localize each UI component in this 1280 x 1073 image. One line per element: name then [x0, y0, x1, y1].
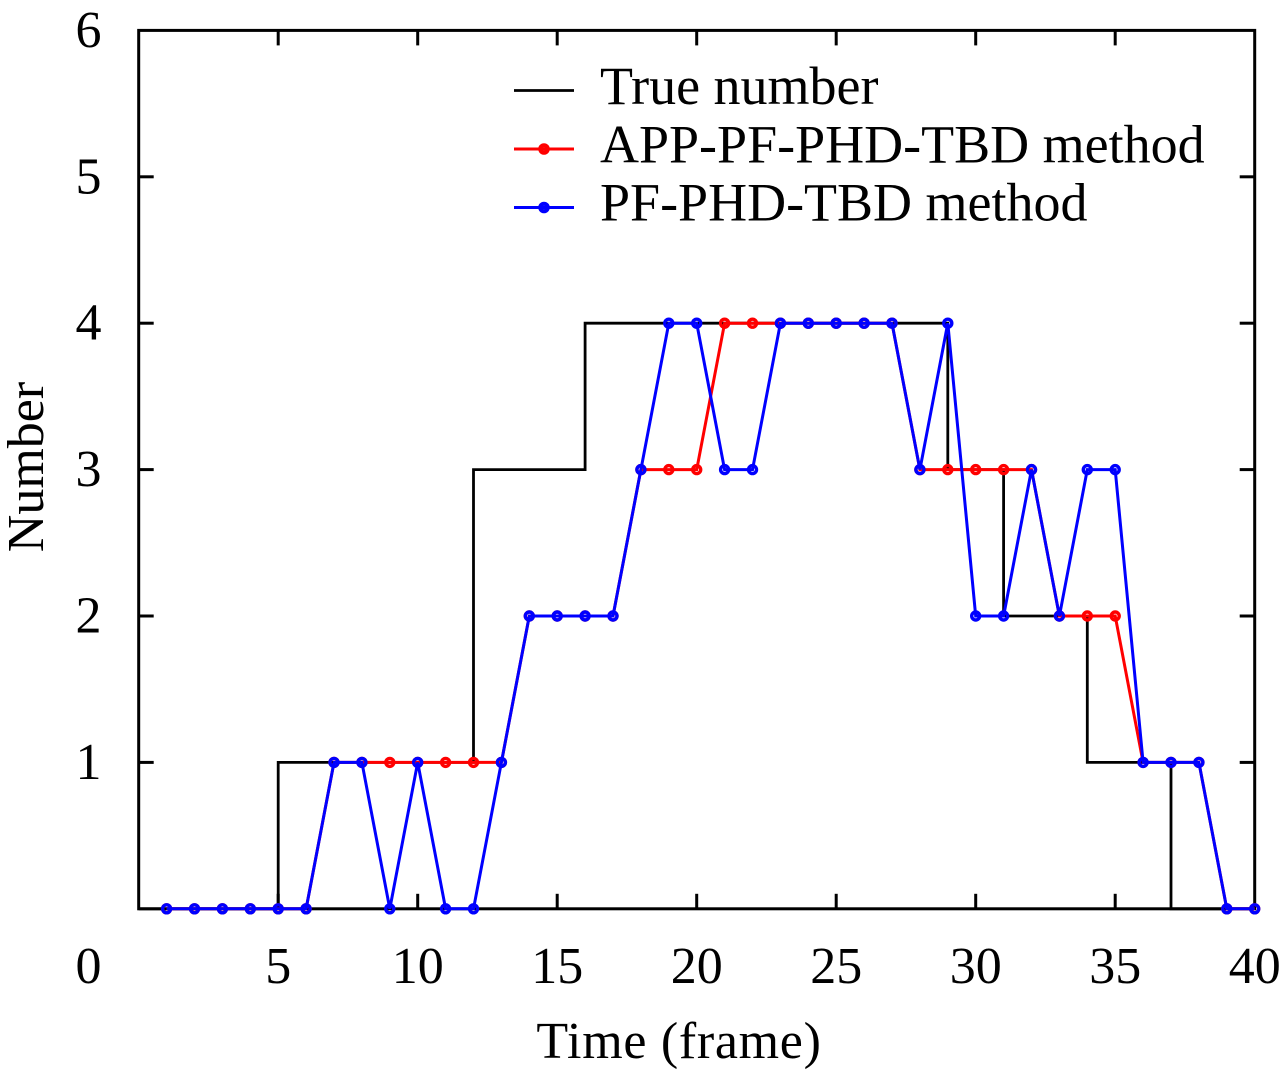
svg-text:30: 30: [950, 938, 1002, 995]
svg-text:4: 4: [76, 295, 102, 352]
svg-text:10: 10: [392, 938, 444, 995]
svg-text:5: 5: [76, 148, 102, 205]
svg-text:3: 3: [76, 441, 102, 498]
svg-text:1: 1: [76, 734, 102, 791]
svg-text:6: 6: [76, 2, 102, 59]
svg-text:35: 35: [1089, 938, 1141, 995]
svg-text:APP-PF-PHD-TBD method: APP-PF-PHD-TBD method: [600, 115, 1205, 175]
svg-text:PF-PHD-TBD method: PF-PHD-TBD method: [600, 173, 1088, 233]
svg-text:25: 25: [810, 938, 862, 995]
svg-text:5: 5: [265, 938, 291, 995]
svg-text:20: 20: [671, 938, 723, 995]
svg-text:Time (frame): Time (frame): [536, 1013, 821, 1070]
svg-text:0: 0: [76, 938, 102, 995]
svg-text:15: 15: [531, 938, 583, 995]
svg-text:Number: Number: [0, 382, 55, 552]
svg-text:True number: True number: [600, 56, 879, 116]
svg-text:40: 40: [1229, 938, 1280, 995]
svg-text:2: 2: [76, 588, 102, 645]
